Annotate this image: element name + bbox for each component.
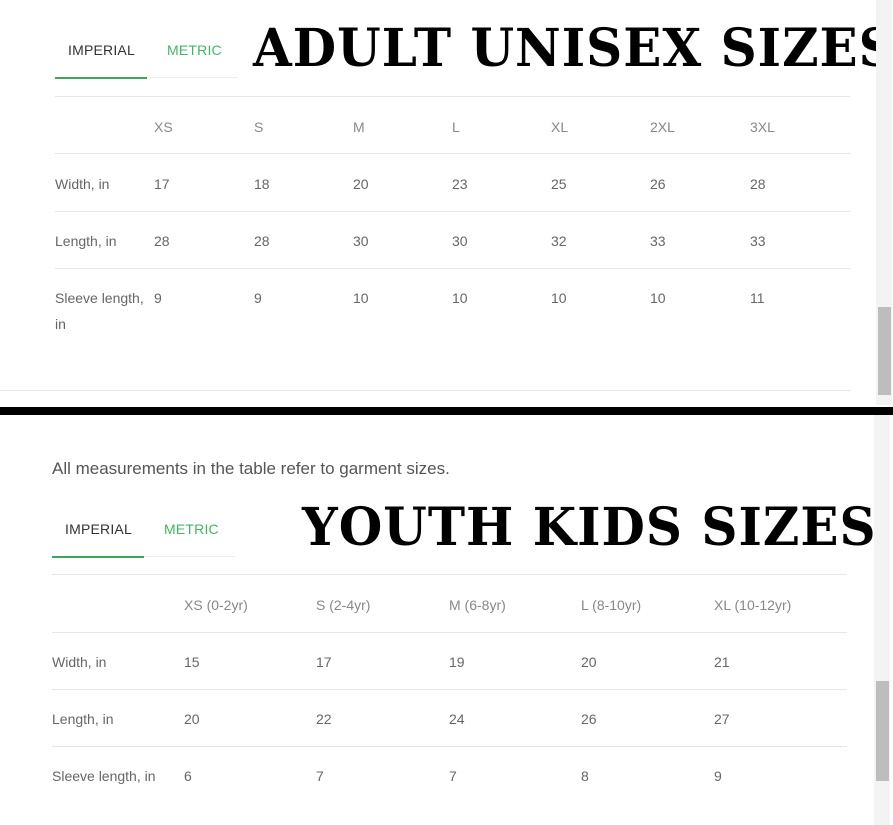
scrollbar-track[interactable] [876,0,892,405]
row-label: Sleeve length, in [55,290,144,332]
table-cell: 11 [750,290,765,306]
column-header: S [254,119,264,135]
table-cell: 20 [184,711,200,727]
row-label: Width, in [52,654,107,670]
column-header: 3XL [750,119,775,135]
table-cell: 32 [551,233,567,249]
column-header: XL [551,119,569,135]
row-divider [55,211,850,212]
table-cell: 10 [452,290,468,306]
table-cell: 9 [714,768,722,784]
active-tab-indicator [55,77,147,79]
table-cell: 10 [650,290,666,306]
row-label: Length, in [55,233,117,249]
column-header: L (8-10yr) [581,597,642,613]
table-cell: 7 [449,768,457,784]
table-cell: 30 [353,233,369,249]
youth-tab-metric[interactable]: METRIC [164,521,219,537]
table-cell: 28 [154,233,170,249]
table-cell: 33 [650,233,666,249]
row-divider [55,96,850,97]
table-cell: 22 [316,711,332,727]
column-header: L [452,119,460,135]
column-header: M [353,119,365,135]
column-header: XL (10-12yr) [714,597,792,613]
table-cell: 20 [353,176,369,192]
table-cell: 21 [714,654,730,670]
table-cell: 9 [154,290,162,306]
table-cell: 15 [184,654,200,670]
row-divider [55,268,850,269]
table-cell: 6 [184,768,192,784]
table-cell: 18 [254,176,270,192]
column-header: XS [154,119,173,135]
table-cell: 26 [650,176,666,192]
table-cell: 10 [353,290,369,306]
table-cell: 8 [581,768,589,784]
table-cell: 7 [316,768,324,784]
section-divider [0,407,893,415]
table-cell: 30 [452,233,468,249]
row-divider [52,632,847,633]
table-cell: 9 [254,290,262,306]
table-cell: 10 [551,290,567,306]
table-cell: 28 [254,233,270,249]
row-label: Sleeve length, in [52,768,156,784]
column-header: M (6-8yr) [449,597,506,613]
table-cell: 20 [581,654,597,670]
row-label: Length, in [52,711,114,727]
column-header: XS (0-2yr) [184,597,248,613]
table-cell: 33 [750,233,766,249]
scrollbar-thumb[interactable] [876,681,889,781]
row-divider [52,574,847,575]
row-divider [52,746,847,747]
row-divider [52,689,847,690]
table-cell: 27 [714,711,730,727]
table-cell: 26 [581,711,597,727]
table-cell: 28 [750,176,766,192]
panel-bottom-border [0,390,850,391]
table-cell: 23 [452,176,468,192]
table-cell: 17 [316,654,332,670]
table-cell: 17 [154,176,170,192]
column-header: 2XL [650,119,675,135]
measurement-note: All measurements in the table refer to g… [52,459,450,478]
table-cell: 24 [449,711,465,727]
adult-tab-imperial[interactable]: IMPERIAL [68,42,135,58]
youth-tab-imperial[interactable]: IMPERIAL [65,521,132,537]
active-tab-indicator [52,556,144,558]
adult-title: ADULT UNISEX SIZES [253,16,893,79]
row-divider [55,153,850,154]
row-label: Width, in [55,176,110,192]
table-cell: 19 [449,654,465,670]
column-header: S (2-4yr) [316,597,371,613]
scrollbar-thumb[interactable] [878,307,891,395]
adult-tab-metric[interactable]: METRIC [167,42,222,58]
table-cell: 25 [551,176,567,192]
youth-title: YOUTH KIDS SIZES [302,495,877,558]
